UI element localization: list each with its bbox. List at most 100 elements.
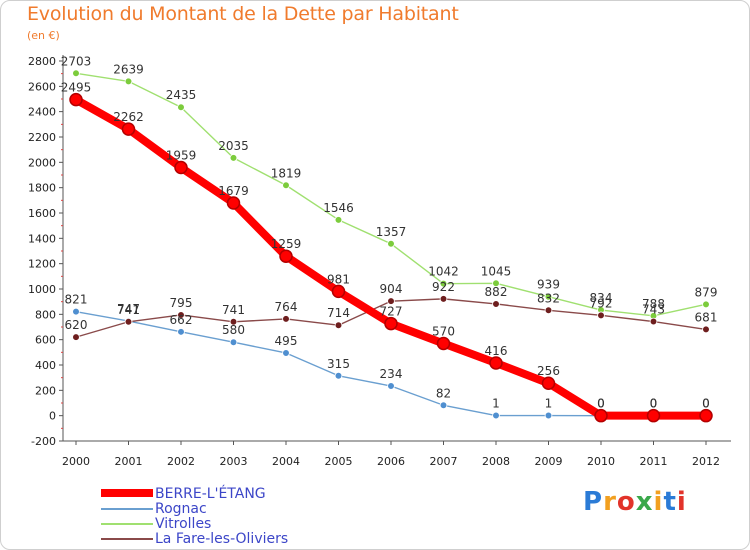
logo-letter: o: [616, 487, 636, 517]
y-tick-label: 1400: [28, 232, 56, 245]
x-tick-label: 2007: [430, 455, 458, 468]
data-label: 2639: [113, 62, 144, 76]
legend-item: La Fare-les-Oliviers: [101, 532, 361, 547]
legend: BERRE-L'ÉTANG Rognac Vitrolles La Fare-les-…: [101, 487, 361, 547]
data-label: 821: [65, 293, 88, 307]
x-tick-label: 2001: [115, 455, 143, 468]
legend-swatch: [101, 538, 153, 540]
data-point: [702, 325, 710, 334]
data-point: [124, 318, 133, 326]
data-label: 879: [695, 285, 718, 299]
x-tick-label: 2009: [535, 455, 563, 468]
data-label: 727: [380, 305, 403, 319]
y-tick-label: 800: [35, 308, 56, 321]
data-point: [492, 300, 500, 308]
data-label: 1819: [271, 166, 302, 180]
data-point: [544, 411, 553, 420]
data-label: 2435: [166, 88, 197, 102]
data-point: [384, 316, 398, 331]
data-label: 788: [642, 297, 665, 311]
data-point: [334, 371, 343, 380]
legend-item: Rognac: [101, 502, 361, 517]
data-labels: 2495 2262 1959 1679 1259 981 727 570 416 256 0 0 0 82…: [61, 54, 718, 410]
data-point: [439, 279, 448, 288]
x-tick-label: 2002: [167, 455, 195, 468]
data-label: 2495: [61, 81, 92, 95]
data-label: 0: [702, 397, 710, 411]
data-label: 1: [545, 397, 553, 411]
data-label: 662: [170, 313, 193, 327]
y-tick-label: 1600: [28, 207, 56, 220]
data-point: [121, 122, 136, 136]
x-tick-label: 2012: [692, 455, 720, 468]
data-label: 620: [65, 318, 88, 332]
data-label: 792: [590, 296, 613, 310]
data-point: [492, 411, 500, 420]
data-label: 1259: [271, 237, 302, 251]
data-label: 922: [432, 280, 455, 294]
legend-label: BERRE-L'ÉTANG: [155, 486, 266, 502]
data-point: [439, 401, 448, 410]
legend-swatch: [101, 489, 153, 497]
data-point: [646, 408, 661, 423]
legend-item: Vitrolles: [101, 517, 361, 532]
legend-item: BERRE-L'ÉTANG: [101, 487, 361, 502]
data-label: 741: [222, 303, 245, 317]
data-point: [282, 181, 290, 190]
legend-label: Vitrolles: [155, 516, 212, 532]
y-tick-label: 2000: [28, 156, 56, 169]
data-label: 495: [275, 334, 298, 348]
data-point: [699, 408, 713, 423]
x-tick-label: 2003: [220, 455, 248, 468]
data-point: [544, 292, 553, 301]
data-label: 256: [537, 364, 560, 378]
y-tick-label: 400: [35, 359, 56, 372]
data-point: [124, 77, 133, 86]
data-label: 795: [170, 296, 193, 310]
data-point: [72, 333, 80, 341]
legend-swatch: [101, 523, 153, 525]
legend-label: La Fare-les-Oliviers: [155, 531, 289, 547]
data-label: 2035: [218, 139, 249, 153]
y-tick-label: 2800: [28, 55, 56, 68]
chart-title: Evolution du Montant de la Dette par Hab…: [27, 3, 459, 25]
data-point: [649, 317, 658, 326]
data-label: 834: [590, 291, 613, 305]
x-tick-label: 2011: [640, 455, 668, 468]
data-point: [282, 315, 290, 323]
data-label: 2703: [61, 54, 92, 68]
data-point: [331, 284, 346, 299]
y-tick-label: 2600: [28, 80, 56, 93]
data-point: [177, 311, 185, 319]
data-point: [387, 382, 395, 390]
data-label: 2262: [113, 110, 144, 124]
data-label: 681: [695, 310, 718, 324]
logo-letter: x: [635, 487, 654, 517]
data-point: [69, 92, 83, 107]
axes: -200020040060080010001200140016001800200…: [28, 55, 731, 468]
data-point: [439, 295, 448, 303]
series-line: [75, 72, 707, 317]
logo-letter: P: [583, 487, 604, 517]
y-tick-label: 600: [35, 334, 56, 347]
data-point: [387, 239, 395, 248]
data-label: 82: [436, 386, 451, 400]
data-label: 939: [537, 278, 560, 292]
data-label: 764: [275, 300, 298, 314]
y-tick-label: 1000: [28, 283, 56, 296]
data-point: [334, 321, 343, 330]
x-tick-label: 2000: [62, 455, 90, 468]
y-tick-label: 0: [49, 410, 56, 423]
data-label: 1357: [376, 225, 407, 239]
data-point: [594, 408, 608, 423]
data-point: [597, 311, 605, 320]
data-label: 0: [597, 397, 605, 411]
data-point: [226, 196, 241, 210]
y-tick-label: 2200: [28, 131, 56, 144]
y-tick-label: 2400: [28, 106, 56, 119]
x-tick-label: 2010: [587, 455, 615, 468]
data-point: [72, 307, 80, 316]
data-point: [229, 338, 238, 347]
